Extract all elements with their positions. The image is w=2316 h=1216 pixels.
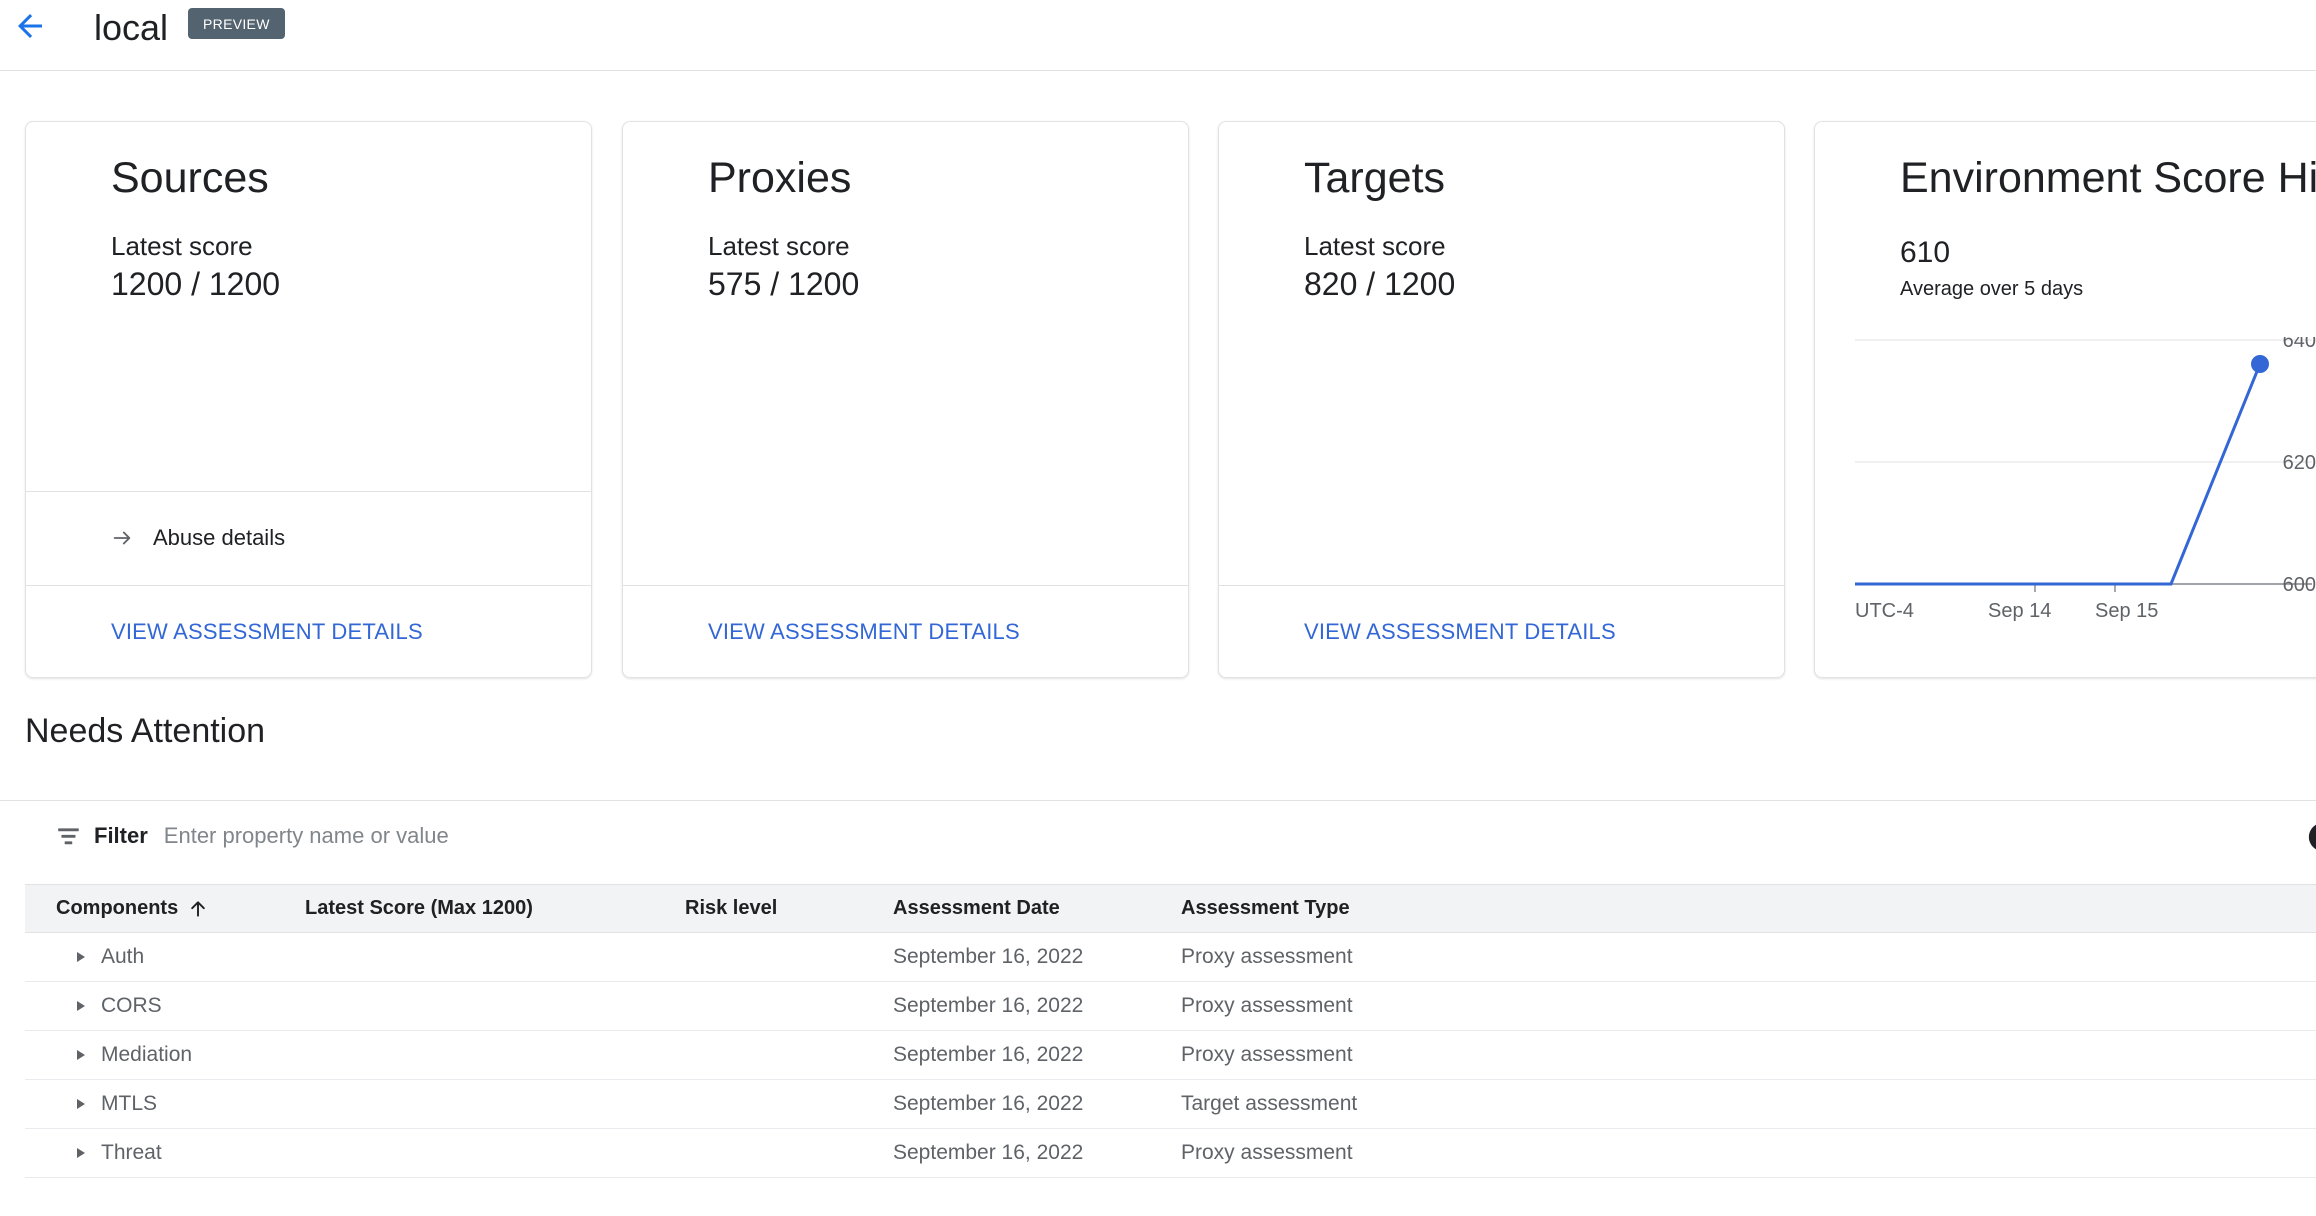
svg-text:620: 620	[2283, 452, 2316, 474]
svg-text:600: 600	[2283, 574, 2316, 596]
svg-text:Sep 15: Sep 15	[2095, 600, 2158, 622]
svg-text:Sep 14: Sep 14	[1988, 600, 2051, 622]
svg-text:640: 640	[2283, 337, 2316, 352]
svg-text:UTC-4: UTC-4	[1855, 600, 1914, 622]
